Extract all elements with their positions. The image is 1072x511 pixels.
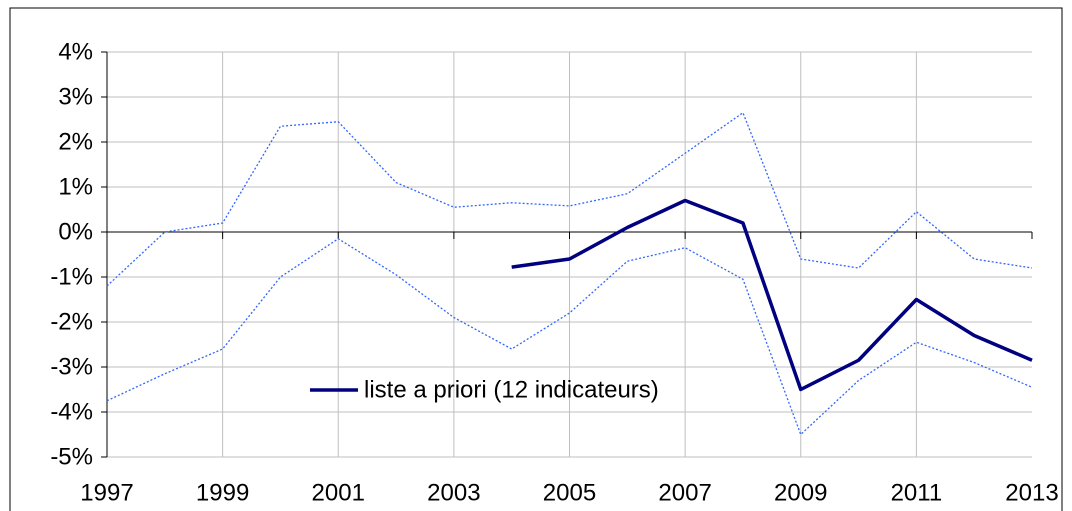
y-tick-label: 3% <box>58 83 93 110</box>
line-series <box>106 238 1033 436</box>
chart-frame <box>9 7 1063 511</box>
y-tick-label: 2% <box>58 128 93 155</box>
line-series <box>106 112 1033 287</box>
y-tick-label: -3% <box>50 353 93 380</box>
line-series <box>511 198 1033 392</box>
y-tick-label: 4% <box>58 38 93 65</box>
y-tick-label: -5% <box>50 443 93 470</box>
x-tick-label: 1999 <box>196 479 249 506</box>
x-tick-label: 1997 <box>80 479 133 506</box>
x-tick-label: 2009 <box>774 479 827 506</box>
y-tick-label: 1% <box>58 173 93 200</box>
y-tick-label: 0% <box>58 218 93 245</box>
x-tick-label: 2011 <box>891 479 943 506</box>
y-tick-label: -1% <box>50 263 93 290</box>
x-tick-label: 2003 <box>427 479 480 506</box>
x-tick-label: 2001 <box>312 479 365 506</box>
x-tick-label: 2005 <box>543 479 596 506</box>
y-tick-label: -2% <box>50 308 93 335</box>
x-tick-label: 2013 <box>1005 479 1058 506</box>
legend-label: liste a priori (12 indicateurs) <box>364 376 659 403</box>
x-tick-label: 2007 <box>658 479 711 506</box>
y-tick-label: -4% <box>50 398 93 425</box>
